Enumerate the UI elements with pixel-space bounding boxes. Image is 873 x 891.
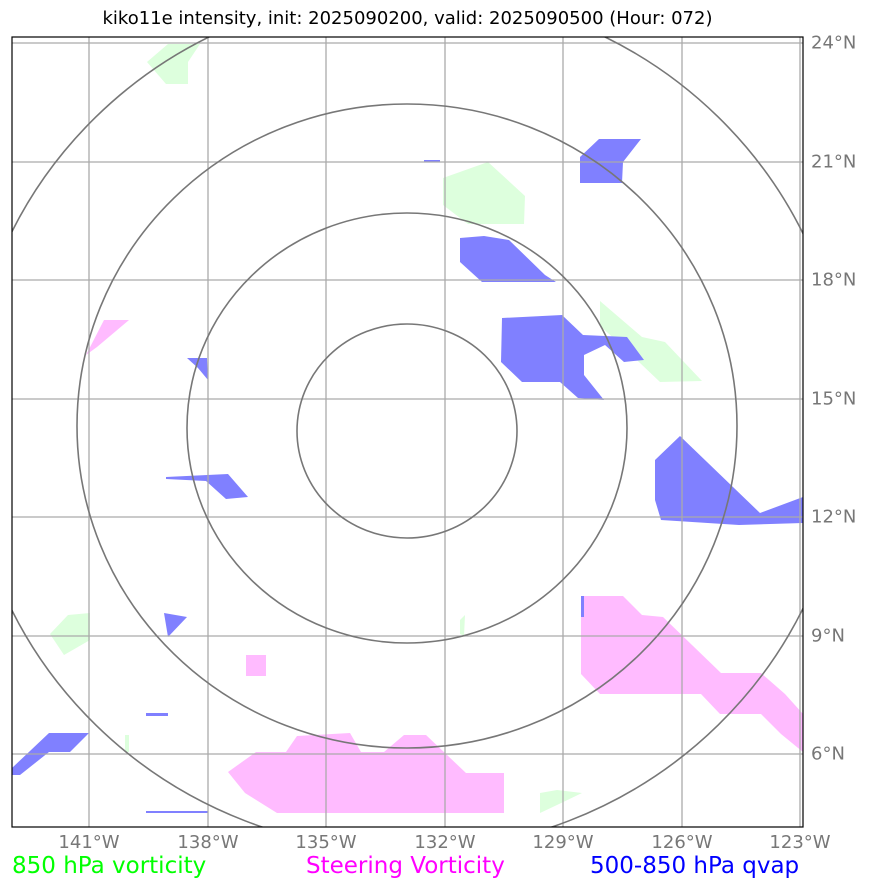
steering-vorticity-regions	[86, 320, 803, 813]
legend-steering-vorticity: Steering Vorticity	[306, 853, 505, 879]
vorticity-850-regions	[50, 44, 702, 813]
lon-label-138w: 138°W	[177, 832, 239, 853]
range-rings	[12, 37, 803, 827]
lat-label-12n: 12°N	[811, 506, 857, 528]
lat-label-15n: 15°N	[811, 388, 857, 410]
map-border	[11, 36, 804, 828]
lon-label-141w: 141°W	[58, 832, 120, 853]
legend-vorticity-850: 850 hPa vorticity	[12, 853, 207, 879]
lon-label-135w: 135°W	[295, 832, 357, 853]
lat-label-9n: 9°N	[811, 625, 845, 647]
map-title: kiko11e intensity, init: 2025090200, val…	[102, 8, 713, 29]
lon-label-132w: 132°W	[414, 832, 476, 853]
legend-qvap: 500-850 hPa qvap	[590, 853, 800, 879]
graticule	[12, 37, 803, 827]
lon-label-123w: 123°W	[769, 832, 831, 853]
lat-label-21n: 21°N	[811, 151, 857, 173]
qvap-regions	[12, 139, 803, 813]
lon-label-129w: 129°W	[532, 832, 594, 853]
lat-label-24n: 24°N	[811, 32, 857, 54]
lat-label-18n: 18°N	[811, 269, 857, 291]
lat-label-6n: 6°N	[811, 743, 845, 765]
lon-label-126w: 126°W	[651, 832, 713, 853]
